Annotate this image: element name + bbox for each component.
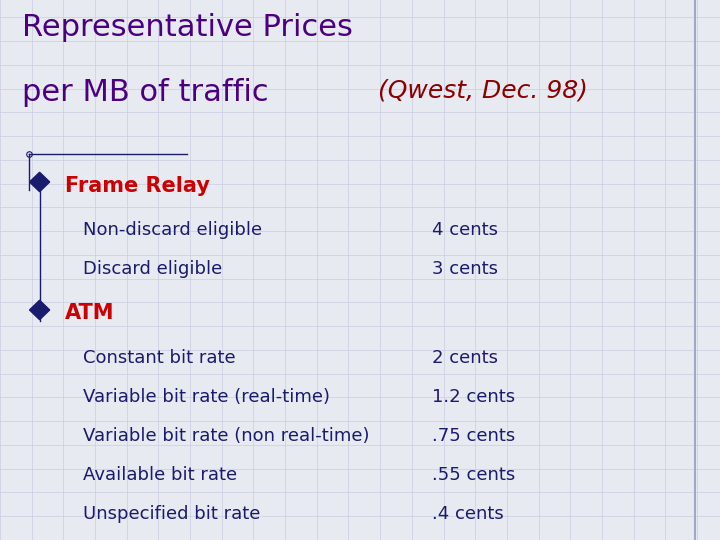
Text: (Qwest, Dec. 98): (Qwest, Dec. 98) bbox=[378, 78, 588, 102]
Text: Non-discard eligible: Non-discard eligible bbox=[83, 221, 262, 239]
Text: Discard eligible: Discard eligible bbox=[83, 260, 222, 278]
Text: Unspecified bit rate: Unspecified bit rate bbox=[83, 505, 260, 523]
Text: Representative Prices: Representative Prices bbox=[22, 14, 353, 43]
Text: .55 cents: .55 cents bbox=[432, 466, 516, 484]
Text: Variable bit rate (non real-time): Variable bit rate (non real-time) bbox=[83, 427, 369, 445]
Text: .4 cents: .4 cents bbox=[432, 505, 504, 523]
Polygon shape bbox=[30, 172, 50, 192]
Text: per MB of traffic: per MB of traffic bbox=[22, 78, 269, 107]
Text: 4 cents: 4 cents bbox=[432, 221, 498, 239]
Text: 1.2 cents: 1.2 cents bbox=[432, 388, 515, 406]
Text: Constant bit rate: Constant bit rate bbox=[83, 349, 235, 367]
Polygon shape bbox=[30, 300, 50, 320]
Text: Variable bit rate (real-time): Variable bit rate (real-time) bbox=[83, 388, 330, 406]
Text: Available bit rate: Available bit rate bbox=[83, 466, 237, 484]
Text: ATM: ATM bbox=[65, 303, 114, 323]
Text: 2 cents: 2 cents bbox=[432, 349, 498, 367]
Text: .75 cents: .75 cents bbox=[432, 427, 516, 445]
Text: 3 cents: 3 cents bbox=[432, 260, 498, 278]
Text: Frame Relay: Frame Relay bbox=[65, 176, 210, 195]
